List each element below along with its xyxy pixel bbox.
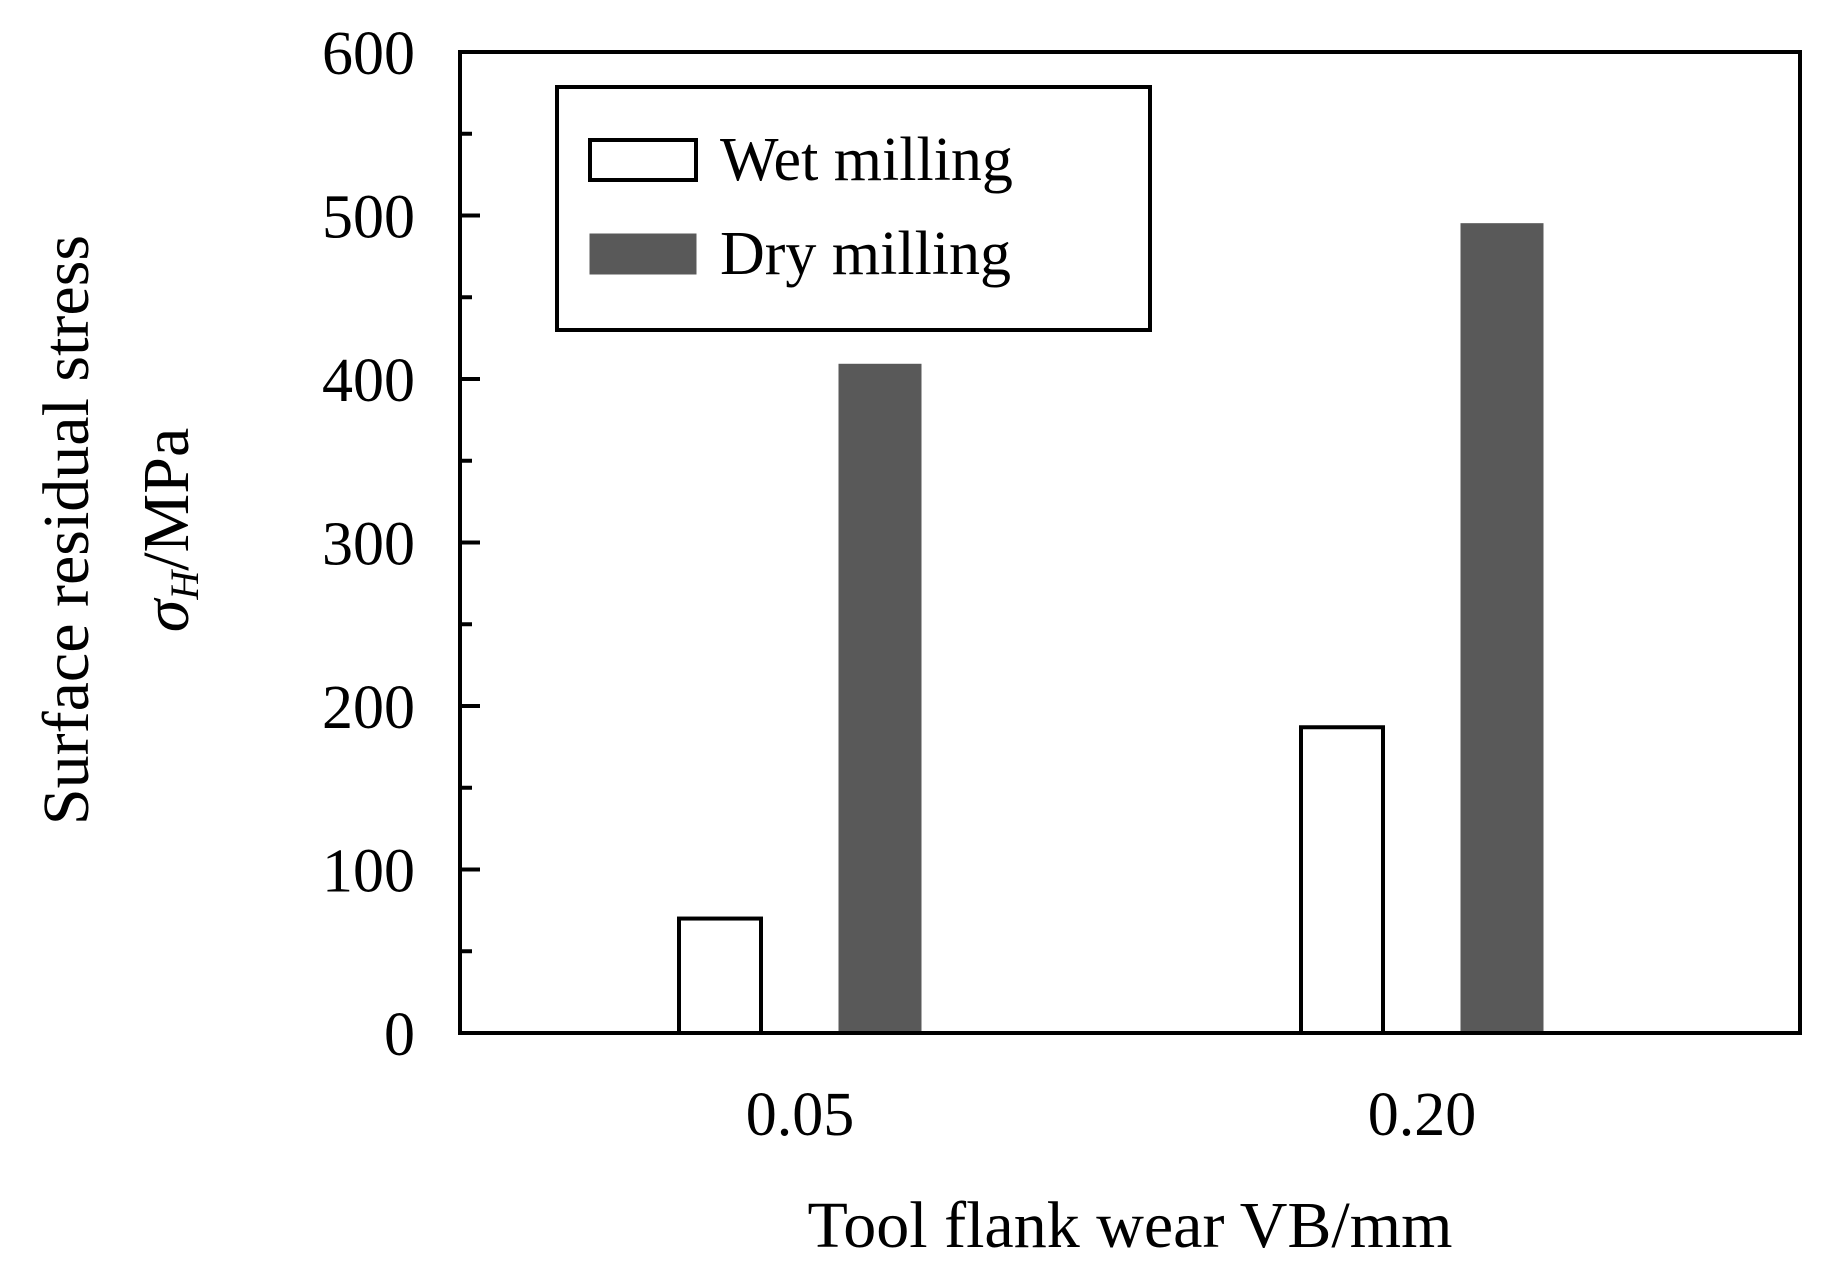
y-axis-symbol: σ [130, 597, 203, 632]
y-axis-ticks: 0 100 200 300 400 500 600 [322, 20, 480, 1069]
legend-box [555, 85, 1152, 332]
bar-dry-milling-0.20 [1460, 223, 1544, 1034]
y-tick-label: 500 [322, 184, 415, 252]
x-tick-label: 0.05 [746, 1081, 855, 1149]
bar-wet-milling-0.20 [1299, 725, 1385, 1035]
y-axis-unit: /MPa [130, 428, 203, 571]
legend-swatch-wet-milling [588, 138, 698, 182]
y-tick-label: 300 [322, 511, 415, 579]
legend-label-dry-milling: Dry milling [720, 220, 1011, 288]
legend-swatch-dry-milling [589, 233, 697, 275]
y-tick-label: 0 [384, 1001, 415, 1069]
bar-wet-milling-0.05 [677, 916, 763, 1035]
y-axis-title: Surface residual stress σH/MPa [30, 235, 207, 825]
y-axis-title-line2: σH/MPa [130, 428, 207, 632]
y-tick-label: 200 [322, 674, 415, 742]
x-tick-label: 0.20 [1368, 1081, 1477, 1149]
legend-label-wet-milling: Wet milling [720, 126, 1013, 194]
y-tick-label: 100 [322, 838, 415, 906]
bar-dry-milling-0.05 [838, 363, 922, 1034]
y-tick-label: 400 [322, 347, 415, 415]
legend: Wet milling Dry milling [555, 85, 1152, 332]
bars-layer [677, 223, 1544, 1035]
y-tick-label: 600 [322, 20, 415, 88]
y-axis-title-line1: Surface residual stress [30, 235, 103, 825]
x-axis-tick-labels: 0.05 0.20 [746, 1081, 1477, 1149]
x-axis-title: Tool flank wear VB/mm [808, 1189, 1453, 1262]
y-axis-subscript: H [162, 569, 207, 601]
